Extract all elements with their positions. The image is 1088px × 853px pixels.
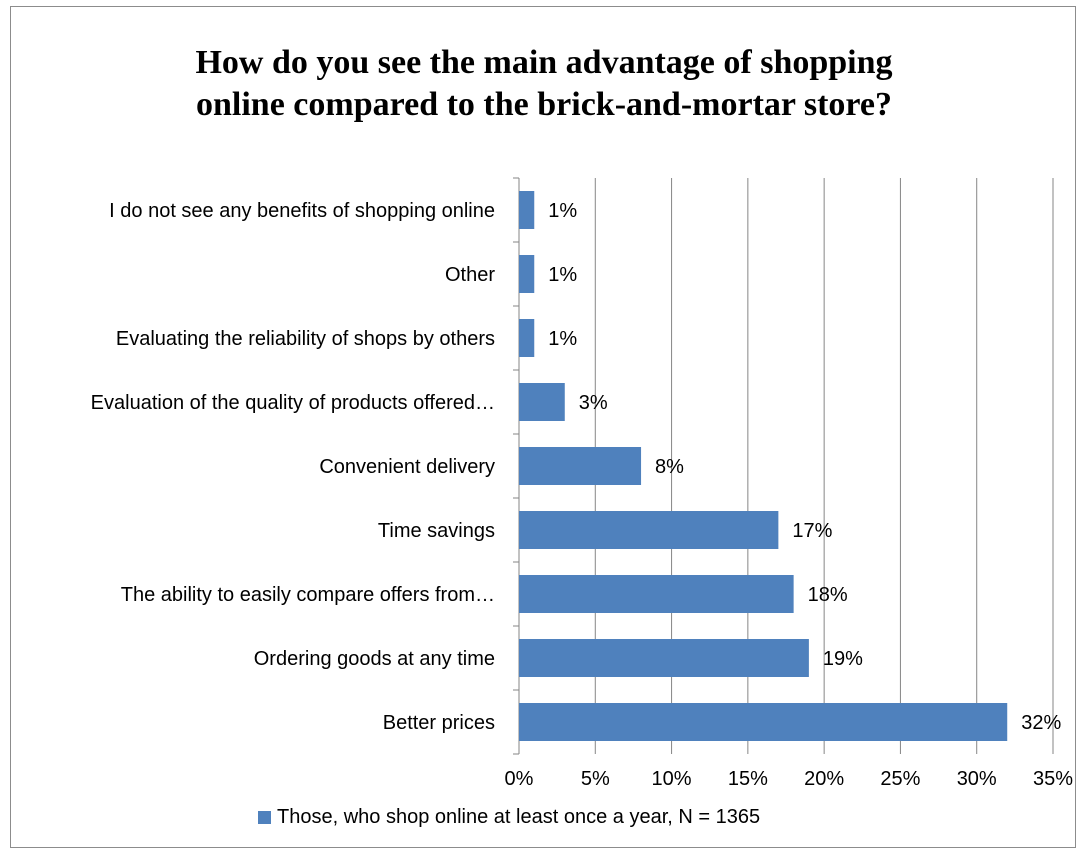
x-tick-label: 15% (728, 768, 768, 790)
bar (519, 191, 535, 229)
category-label: The ability to easily compare offers fro… (121, 584, 495, 606)
category-label: I do not see any benefits of shopping on… (109, 200, 495, 222)
legend: Those, who shop online at least once a y… (258, 806, 760, 829)
data-label: 8% (655, 456, 684, 478)
category-label: Time savings (378, 520, 495, 542)
data-label: 3% (579, 392, 608, 414)
bar (519, 255, 535, 293)
data-label: 17% (792, 520, 832, 542)
x-tick-label: 30% (957, 768, 997, 790)
chart-title: How do you see the main advantage of sho… (0, 42, 1088, 126)
category-label: Evaluation of the quality of products of… (91, 392, 495, 414)
x-tick-label: 35% (1033, 768, 1073, 790)
category-label: Ordering goods at any time (254, 648, 495, 670)
x-tick-label: 10% (652, 768, 692, 790)
bar (519, 639, 809, 677)
x-tick-label: 5% (581, 768, 610, 790)
bar (519, 383, 565, 421)
bar (519, 575, 794, 613)
data-label: 18% (808, 584, 848, 606)
data-label: 1% (548, 328, 577, 350)
data-label: 1% (548, 200, 577, 222)
legend-label: Those, who shop online at least once a y… (277, 806, 761, 828)
bar (519, 703, 1008, 741)
data-label: 1% (548, 264, 577, 286)
bar (519, 447, 642, 485)
bar (519, 511, 779, 549)
data-label: 32% (1021, 712, 1061, 734)
x-tick-label: 0% (505, 768, 534, 790)
data-label: 19% (823, 648, 863, 670)
category-label: Evaluating the reliability of shops by o… (116, 328, 495, 350)
x-tick-label: 25% (880, 768, 920, 790)
category-label: Better prices (383, 712, 495, 734)
legend-swatch (258, 811, 271, 824)
x-tick-label: 20% (804, 768, 844, 790)
bar (519, 319, 535, 357)
category-label: Other (445, 264, 495, 286)
chart-title-line-1: How do you see the main advantage of sho… (195, 44, 893, 81)
category-label: Convenient delivery (319, 456, 495, 478)
chart-title-line-2: online compared to the brick-and-mortar … (196, 86, 892, 123)
